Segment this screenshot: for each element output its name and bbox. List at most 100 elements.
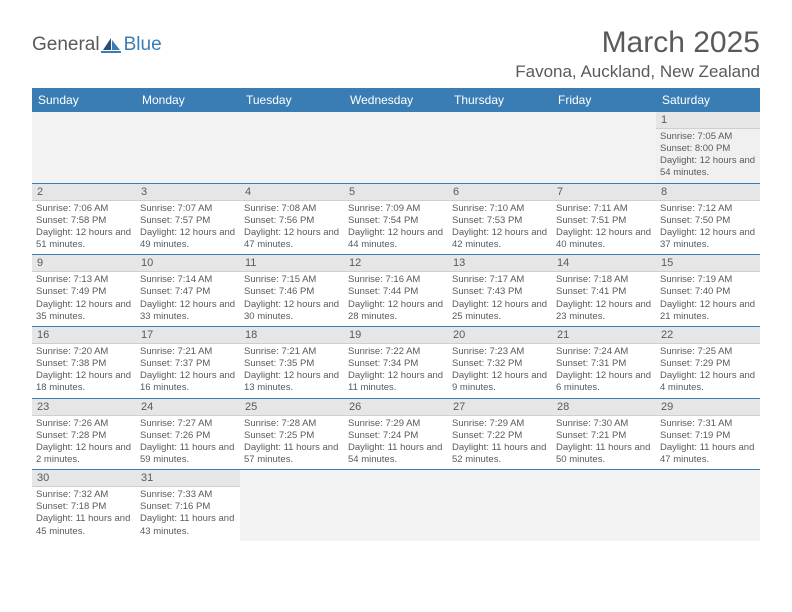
day-number: 14 bbox=[552, 255, 656, 272]
day-number: 1 bbox=[656, 112, 760, 129]
calendar-cell bbox=[32, 112, 136, 183]
sunset-text: Sunset: 7:21 PM bbox=[556, 430, 652, 442]
daylight-text: Daylight: 11 hours and 54 minutes. bbox=[348, 442, 444, 466]
calendar-cell bbox=[240, 470, 344, 541]
sunrise-text: Sunrise: 7:24 AM bbox=[556, 346, 652, 358]
daylight-text: Daylight: 11 hours and 47 minutes. bbox=[660, 442, 756, 466]
sunrise-text: Sunrise: 7:23 AM bbox=[452, 346, 548, 358]
day-details: Sunrise: 7:11 AMSunset: 7:51 PMDaylight:… bbox=[552, 201, 656, 255]
sunset-text: Sunset: 7:58 PM bbox=[36, 215, 132, 227]
sunset-text: Sunset: 7:47 PM bbox=[140, 286, 236, 298]
sunrise-text: Sunrise: 7:18 AM bbox=[556, 274, 652, 286]
sunset-text: Sunset: 7:26 PM bbox=[140, 430, 236, 442]
day-number: 22 bbox=[656, 327, 760, 344]
sunrise-text: Sunrise: 7:16 AM bbox=[348, 274, 444, 286]
calendar-week-row: 1Sunrise: 7:05 AMSunset: 8:00 PMDaylight… bbox=[32, 112, 760, 183]
daylight-text: Daylight: 12 hours and 40 minutes. bbox=[556, 227, 652, 251]
sunrise-text: Sunrise: 7:29 AM bbox=[452, 418, 548, 430]
day-number: 11 bbox=[240, 255, 344, 272]
sunset-text: Sunset: 7:35 PM bbox=[244, 358, 340, 370]
calendar-cell: 24Sunrise: 7:27 AMSunset: 7:26 PMDayligh… bbox=[136, 398, 240, 470]
daylight-text: Daylight: 12 hours and 30 minutes. bbox=[244, 299, 340, 323]
calendar-cell: 4Sunrise: 7:08 AMSunset: 7:56 PMDaylight… bbox=[240, 183, 344, 255]
daylight-text: Daylight: 11 hours and 57 minutes. bbox=[244, 442, 340, 466]
calendar-cell: 17Sunrise: 7:21 AMSunset: 7:37 PMDayligh… bbox=[136, 326, 240, 398]
sunset-text: Sunset: 7:29 PM bbox=[660, 358, 756, 370]
sunrise-text: Sunrise: 7:32 AM bbox=[36, 489, 132, 501]
calendar-cell: 29Sunrise: 7:31 AMSunset: 7:19 PMDayligh… bbox=[656, 398, 760, 470]
sunset-text: Sunset: 7:49 PM bbox=[36, 286, 132, 298]
day-details: Sunrise: 7:10 AMSunset: 7:53 PMDaylight:… bbox=[448, 201, 552, 255]
header-row: General Blue March 2025 Favona, Auckland… bbox=[32, 26, 760, 82]
day-details: Sunrise: 7:22 AMSunset: 7:34 PMDaylight:… bbox=[344, 344, 448, 398]
day-header: Tuesday bbox=[240, 88, 344, 112]
calendar-cell: 1Sunrise: 7:05 AMSunset: 8:00 PMDaylight… bbox=[656, 112, 760, 183]
daylight-text: Daylight: 12 hours and 44 minutes. bbox=[348, 227, 444, 251]
page: General Blue March 2025 Favona, Auckland… bbox=[0, 0, 792, 553]
calendar-cell: 15Sunrise: 7:19 AMSunset: 7:40 PMDayligh… bbox=[656, 255, 760, 327]
calendar-cell: 27Sunrise: 7:29 AMSunset: 7:22 PMDayligh… bbox=[448, 398, 552, 470]
calendar-cell: 23Sunrise: 7:26 AMSunset: 7:28 PMDayligh… bbox=[32, 398, 136, 470]
sunset-text: Sunset: 7:32 PM bbox=[452, 358, 548, 370]
day-details: Sunrise: 7:08 AMSunset: 7:56 PMDaylight:… bbox=[240, 201, 344, 255]
day-details: Sunrise: 7:19 AMSunset: 7:40 PMDaylight:… bbox=[656, 272, 760, 326]
sunset-text: Sunset: 7:54 PM bbox=[348, 215, 444, 227]
day-details: Sunrise: 7:31 AMSunset: 7:19 PMDaylight:… bbox=[656, 416, 760, 470]
sunrise-text: Sunrise: 7:07 AM bbox=[140, 203, 236, 215]
calendar-cell: 6Sunrise: 7:10 AMSunset: 7:53 PMDaylight… bbox=[448, 183, 552, 255]
sunrise-text: Sunrise: 7:28 AM bbox=[244, 418, 340, 430]
day-number: 16 bbox=[32, 327, 136, 344]
calendar-week-row: 16Sunrise: 7:20 AMSunset: 7:38 PMDayligh… bbox=[32, 326, 760, 398]
daylight-text: Daylight: 12 hours and 25 minutes. bbox=[452, 299, 548, 323]
calendar-cell: 8Sunrise: 7:12 AMSunset: 7:50 PMDaylight… bbox=[656, 183, 760, 255]
sunrise-text: Sunrise: 7:05 AM bbox=[660, 131, 756, 143]
day-details: Sunrise: 7:14 AMSunset: 7:47 PMDaylight:… bbox=[136, 272, 240, 326]
day-details: Sunrise: 7:13 AMSunset: 7:49 PMDaylight:… bbox=[32, 272, 136, 326]
day-header: Monday bbox=[136, 88, 240, 112]
day-details: Sunrise: 7:20 AMSunset: 7:38 PMDaylight:… bbox=[32, 344, 136, 398]
sunset-text: Sunset: 7:50 PM bbox=[660, 215, 756, 227]
daylight-text: Daylight: 12 hours and 23 minutes. bbox=[556, 299, 652, 323]
sunrise-text: Sunrise: 7:29 AM bbox=[348, 418, 444, 430]
day-details: Sunrise: 7:21 AMSunset: 7:35 PMDaylight:… bbox=[240, 344, 344, 398]
sunrise-text: Sunrise: 7:19 AM bbox=[660, 274, 756, 286]
sunset-text: Sunset: 7:51 PM bbox=[556, 215, 652, 227]
calendar-cell bbox=[344, 470, 448, 541]
day-header: Friday bbox=[552, 88, 656, 112]
sunset-text: Sunset: 7:18 PM bbox=[36, 501, 132, 513]
calendar-cell bbox=[552, 112, 656, 183]
daylight-text: Daylight: 12 hours and 49 minutes. bbox=[140, 227, 236, 251]
daylight-text: Daylight: 12 hours and 47 minutes. bbox=[244, 227, 340, 251]
calendar-cell: 9Sunrise: 7:13 AMSunset: 7:49 PMDaylight… bbox=[32, 255, 136, 327]
day-number: 26 bbox=[344, 399, 448, 416]
calendar-cell: 10Sunrise: 7:14 AMSunset: 7:47 PMDayligh… bbox=[136, 255, 240, 327]
day-details: Sunrise: 7:28 AMSunset: 7:25 PMDaylight:… bbox=[240, 416, 344, 470]
sunrise-text: Sunrise: 7:17 AM bbox=[452, 274, 548, 286]
sail-icon bbox=[100, 36, 122, 54]
month-title: March 2025 bbox=[515, 26, 760, 60]
calendar-cell bbox=[448, 470, 552, 541]
sunset-text: Sunset: 7:44 PM bbox=[348, 286, 444, 298]
calendar-cell: 21Sunrise: 7:24 AMSunset: 7:31 PMDayligh… bbox=[552, 326, 656, 398]
calendar-cell: 18Sunrise: 7:21 AMSunset: 7:35 PMDayligh… bbox=[240, 326, 344, 398]
day-number: 21 bbox=[552, 327, 656, 344]
sunrise-text: Sunrise: 7:09 AM bbox=[348, 203, 444, 215]
day-details: Sunrise: 7:32 AMSunset: 7:18 PMDaylight:… bbox=[32, 487, 136, 541]
calendar-cell bbox=[552, 470, 656, 541]
calendar-cell: 19Sunrise: 7:22 AMSunset: 7:34 PMDayligh… bbox=[344, 326, 448, 398]
day-number: 15 bbox=[656, 255, 760, 272]
sunset-text: Sunset: 7:16 PM bbox=[140, 501, 236, 513]
calendar-cell: 12Sunrise: 7:16 AMSunset: 7:44 PMDayligh… bbox=[344, 255, 448, 327]
daylight-text: Daylight: 12 hours and 54 minutes. bbox=[660, 155, 756, 179]
daylight-text: Daylight: 12 hours and 9 minutes. bbox=[452, 370, 548, 394]
sunrise-text: Sunrise: 7:11 AM bbox=[556, 203, 652, 215]
sunrise-text: Sunrise: 7:31 AM bbox=[660, 418, 756, 430]
daylight-text: Daylight: 11 hours and 52 minutes. bbox=[452, 442, 548, 466]
day-details: Sunrise: 7:16 AMSunset: 7:44 PMDaylight:… bbox=[344, 272, 448, 326]
day-number: 25 bbox=[240, 399, 344, 416]
day-number: 2 bbox=[32, 184, 136, 201]
daylight-text: Daylight: 12 hours and 33 minutes. bbox=[140, 299, 236, 323]
day-number: 24 bbox=[136, 399, 240, 416]
calendar-week-row: 2Sunrise: 7:06 AMSunset: 7:58 PMDaylight… bbox=[32, 183, 760, 255]
sunrise-text: Sunrise: 7:21 AM bbox=[244, 346, 340, 358]
